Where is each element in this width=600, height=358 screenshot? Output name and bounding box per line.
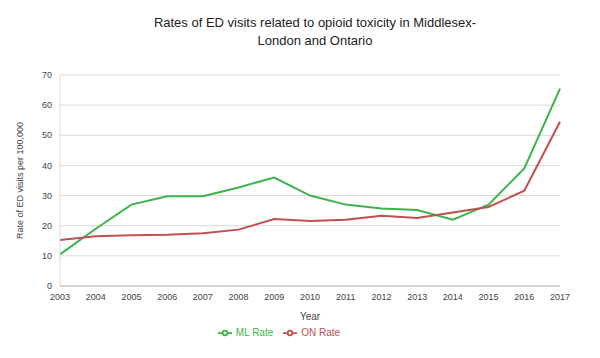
svg-text:70: 70	[42, 70, 52, 80]
svg-text:2011: 2011	[336, 292, 355, 302]
svg-text:2014: 2014	[443, 292, 463, 302]
svg-text:40: 40	[42, 161, 52, 171]
html-text:Rates of ED visits related to: Rates of ED visits related to opioid tox…	[153, 15, 477, 48]
svg-text:2008: 2008	[229, 292, 249, 302]
svg-text:2012: 2012	[371, 292, 391, 302]
svg-text:2004: 2004	[86, 292, 106, 302]
svg-text:50: 50	[42, 130, 52, 140]
svg-text:Year: Year	[300, 311, 321, 322]
svg-text:2006: 2006	[157, 292, 177, 302]
svg-text:10: 10	[42, 251, 52, 261]
svg-text:60: 60	[42, 100, 52, 110]
svg-text:2016: 2016	[514, 292, 534, 302]
svg-text:2010: 2010	[300, 292, 320, 302]
svg-text:2017: 2017	[550, 292, 570, 302]
html-text:ON Rate: ON Rate	[301, 326, 341, 338]
svg-text:2013: 2013	[407, 292, 427, 302]
svg-text:2009: 2009	[264, 292, 284, 302]
svg-text:Rate of ED visits per 100,000: Rate of ED visits per 100,000	[15, 122, 25, 239]
svg-text:2007: 2007	[193, 292, 213, 302]
html-text:ML Rate: ML Rate	[235, 326, 274, 338]
svg-text:2005: 2005	[121, 292, 141, 302]
svg-text:30: 30	[42, 191, 52, 201]
svg-text:2015: 2015	[479, 292, 499, 302]
svg-text:20: 20	[42, 221, 52, 231]
svg-text:2003: 2003	[50, 292, 70, 302]
svg-text:0: 0	[47, 281, 52, 291]
